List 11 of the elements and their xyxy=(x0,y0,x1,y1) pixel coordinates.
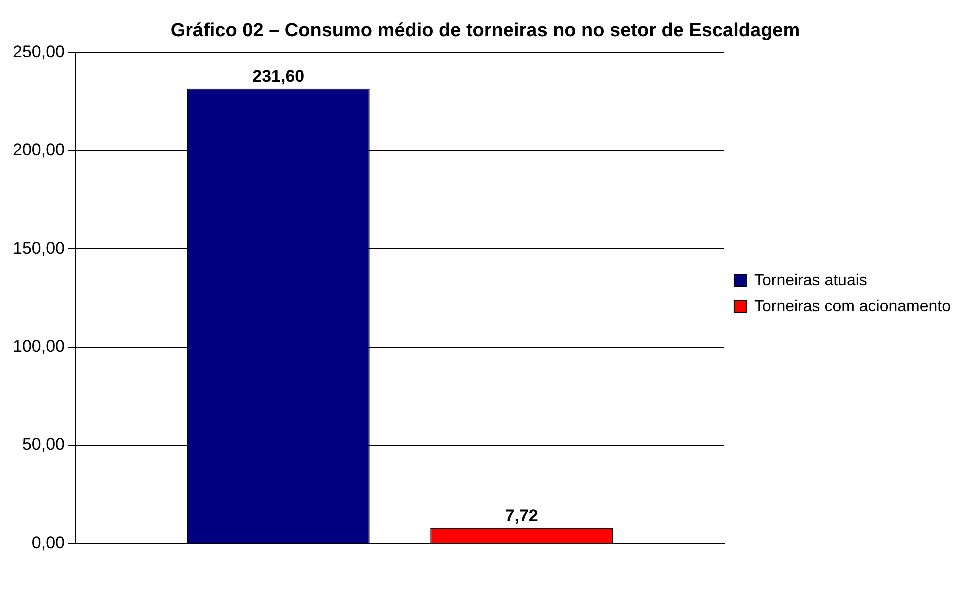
y-tick-label: 50,00 xyxy=(22,435,65,454)
y-tick-label: 100,00 xyxy=(12,336,65,356)
data-label: 7,72 xyxy=(505,506,538,526)
y-tick-label: 250,00 xyxy=(12,42,65,62)
y-tick-label: 0,00 xyxy=(32,533,65,552)
data-label: 231,60 xyxy=(252,67,305,86)
y-tick-label: 200,00 xyxy=(12,140,65,160)
legend-label: Torneiras atuais xyxy=(754,272,868,290)
y-tick-label: 150,00 xyxy=(12,238,65,258)
chart-title: Gráfico 02 – Consumo médio de torneiras no no setor de Escaldagem xyxy=(170,20,800,42)
legend-label: Torneiras com acionamento xyxy=(754,298,952,316)
